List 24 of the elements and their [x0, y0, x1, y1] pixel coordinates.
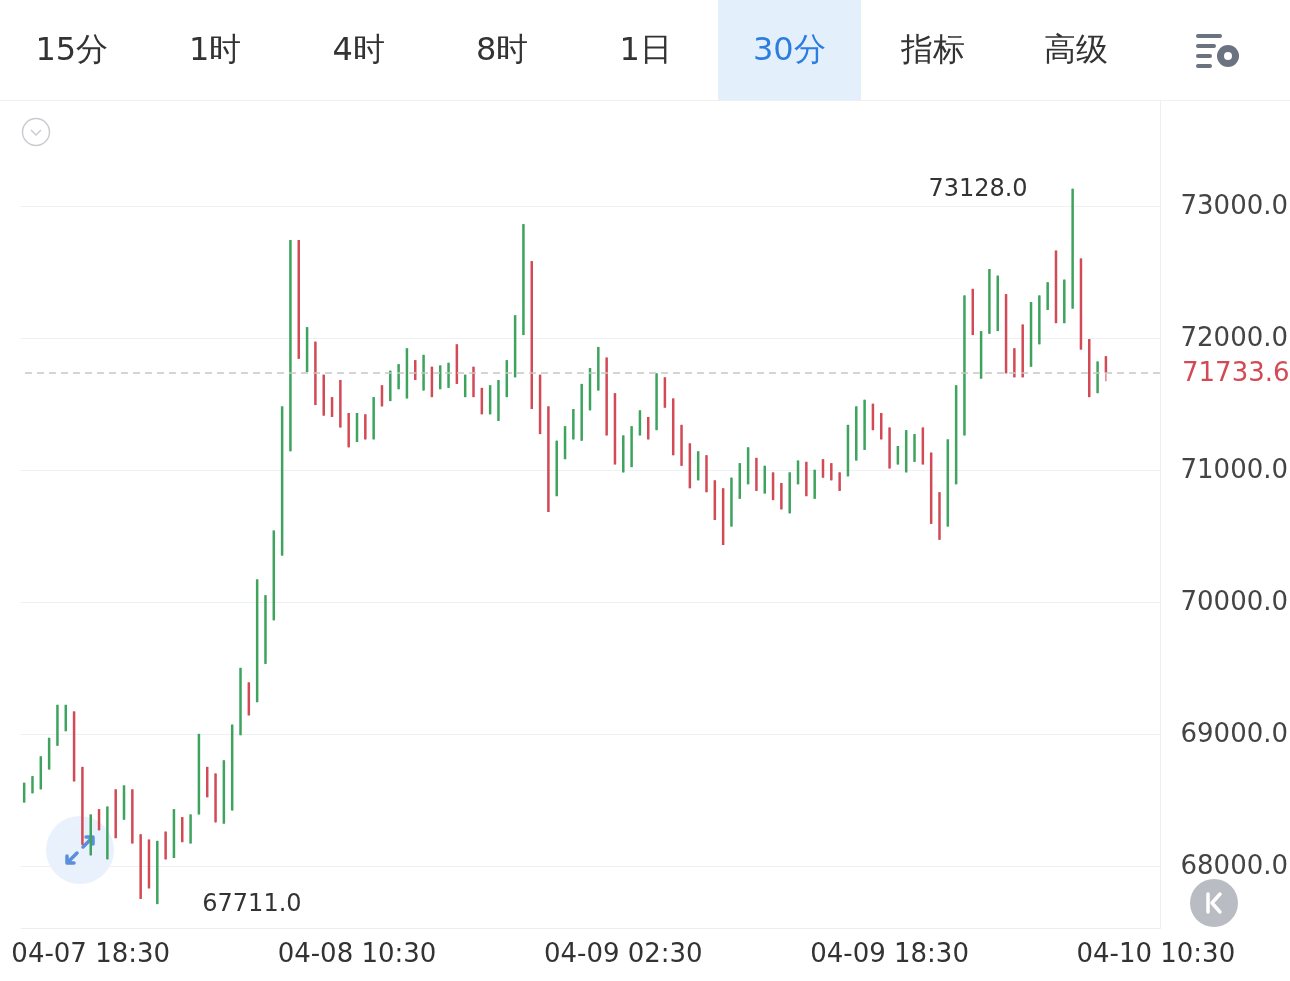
annotation: 67711.0	[202, 889, 302, 918]
y-tick-label: 70000.0	[1180, 586, 1289, 617]
text: 8时	[475, 29, 530, 70]
y-tick-label: 71000.0	[1180, 454, 1289, 485]
y-tick-label: 69000.0	[1180, 718, 1289, 749]
text: 1日	[618, 29, 673, 70]
text: 1时	[188, 29, 243, 70]
text: 15分	[34, 29, 110, 70]
text: 4时	[331, 29, 386, 70]
y-tick-label: 73000.0	[1180, 190, 1289, 221]
text: 高级	[1043, 29, 1110, 70]
x-tick-label: 04-10 10:30	[1076, 937, 1236, 968]
annotation: 73128.0	[928, 173, 1028, 202]
text: 指标	[899, 29, 966, 70]
x-tick-label: 04-08 10:30	[277, 937, 437, 968]
y-tick-label: 68000.0	[1180, 850, 1289, 881]
y-tick-label: 72000.0	[1180, 322, 1289, 353]
candlestick	[838, 471, 841, 492]
x-tick-label: 04-09 02:30	[543, 937, 703, 968]
x-tick-label: 04-07 18:30	[11, 937, 171, 968]
ref-line-label: 71733.6	[1182, 356, 1290, 387]
text: 30分	[717, 0, 861, 100]
x-tick-label: 04-09 18:30	[810, 937, 969, 968]
candlestick	[414, 359, 417, 381]
